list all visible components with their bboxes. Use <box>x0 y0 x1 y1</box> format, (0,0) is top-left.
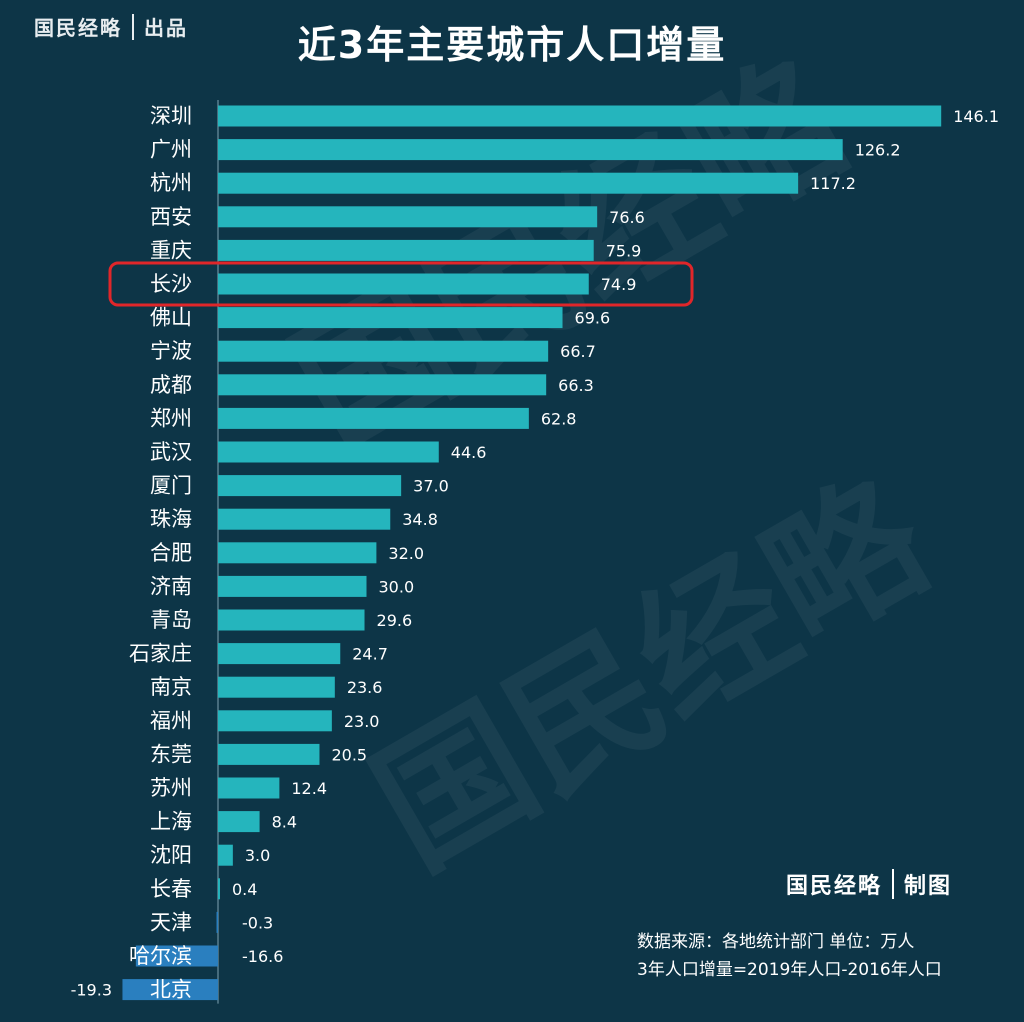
value-label: 23.6 <box>347 678 383 697</box>
category-label: 长春 <box>150 877 192 901</box>
bar <box>218 743 320 765</box>
bar <box>218 307 563 329</box>
value-label: 66.7 <box>560 342 596 361</box>
bar <box>218 643 341 665</box>
value-label: 3.0 <box>245 846 270 865</box>
value-label: 23.0 <box>344 712 380 731</box>
value-label: 12.4 <box>291 779 327 798</box>
value-label: 146.1 <box>953 107 999 126</box>
value-label: 30.0 <box>379 577 415 596</box>
bar <box>218 139 843 161</box>
bar <box>218 710 332 732</box>
category-label: 宁波 <box>150 339 192 363</box>
value-label: -16.6 <box>242 947 283 966</box>
bar <box>218 441 439 463</box>
category-label: 长沙 <box>150 272 192 296</box>
value-label: 34.8 <box>402 510 438 529</box>
value-label: 74.9 <box>601 275 637 294</box>
bar <box>218 878 220 900</box>
bar <box>218 172 799 194</box>
bar <box>218 273 589 295</box>
category-label: 杭州 <box>150 171 192 195</box>
value-label: 29.6 <box>377 611 413 630</box>
value-label: -19.3 <box>71 981 112 1000</box>
value-label: 0.4 <box>232 880 257 899</box>
category-label: 成都 <box>150 373 192 397</box>
bar <box>218 374 547 396</box>
category-label: 哈尔滨 <box>129 944 192 968</box>
category-label: 北京 <box>150 978 192 1002</box>
bar <box>122 979 218 1001</box>
category-label: 郑州 <box>150 406 192 430</box>
value-label: 37.0 <box>413 477 449 496</box>
bar <box>216 911 218 933</box>
bar <box>218 777 280 799</box>
category-label: 武汉 <box>150 440 192 464</box>
value-label: 62.8 <box>541 409 577 428</box>
category-label: 厦门 <box>150 474 192 498</box>
value-label: 32.0 <box>388 544 424 563</box>
bar <box>218 206 598 228</box>
category-label: 青岛 <box>150 608 192 632</box>
value-label: 24.7 <box>352 645 388 664</box>
value-label: 117.2 <box>810 174 856 193</box>
brand-header: 国民经略 出品 <box>34 12 188 41</box>
brand-tag: 出品 <box>144 16 188 40</box>
value-label: 126.2 <box>855 141 901 160</box>
bar <box>218 542 377 564</box>
value-label: 69.6 <box>575 309 611 328</box>
category-label: 沈阳 <box>150 843 192 867</box>
bar <box>218 609 365 631</box>
value-label: -0.3 <box>242 913 273 932</box>
chart-title: 近3年主要城市人口增量 <box>297 23 727 67</box>
category-label: 西安 <box>150 205 192 229</box>
value-label: 76.6 <box>609 208 645 227</box>
category-label: 南京 <box>150 675 192 699</box>
bar <box>218 239 594 261</box>
source-note: 数据来源：各地统计部门 单位：万人 3年人口增量=2019年人口-2016年人口 <box>637 928 942 984</box>
bar <box>218 844 233 866</box>
category-label: 重庆 <box>150 238 192 262</box>
category-label: 石家庄 <box>129 642 192 666</box>
source-line-2: 3年人口增量=2019年人口-2016年人口 <box>637 960 942 980</box>
credit-name: 国民经略 <box>786 873 883 899</box>
value-label: 44.6 <box>451 443 487 462</box>
bar <box>218 811 260 833</box>
bar <box>218 340 549 362</box>
credit: 国民经略 制图 <box>786 868 952 900</box>
brand-name: 国民经略 <box>34 16 122 40</box>
category-label: 佛山 <box>150 306 192 330</box>
category-label: 广州 <box>150 138 192 162</box>
category-label: 深圳 <box>150 104 192 128</box>
category-label: 福州 <box>150 709 192 733</box>
value-label: 66.3 <box>558 376 594 395</box>
category-label: 上海 <box>150 810 192 834</box>
category-label: 合肥 <box>150 541 192 565</box>
value-label: 8.4 <box>272 813 297 832</box>
category-label: 苏州 <box>150 776 192 800</box>
category-label: 东莞 <box>150 742 192 766</box>
bar <box>218 575 367 597</box>
credit-tag: 制图 <box>904 873 953 899</box>
highlight-box <box>108 261 694 307</box>
bar <box>218 508 391 530</box>
bar <box>218 105 942 127</box>
value-label: 75.9 <box>606 241 642 260</box>
bar <box>218 475 402 497</box>
category-label: 珠海 <box>150 507 192 531</box>
category-label: 济南 <box>150 574 192 598</box>
source-line-1: 数据来源：各地统计部门 单位：万人 <box>637 932 915 952</box>
bar <box>218 676 335 698</box>
value-label: 20.5 <box>331 745 367 764</box>
bar <box>135 945 218 967</box>
brand-divider <box>132 13 134 40</box>
category-label: 天津 <box>150 910 192 934</box>
bar <box>218 407 529 429</box>
credit-divider <box>892 869 895 899</box>
